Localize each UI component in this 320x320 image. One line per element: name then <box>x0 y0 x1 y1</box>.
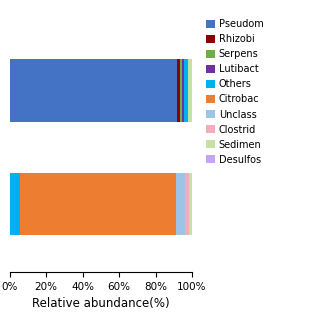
Bar <box>10 173 20 235</box>
Bar <box>182 59 184 122</box>
Bar <box>20 173 176 235</box>
Bar <box>188 59 192 122</box>
Bar <box>180 59 182 122</box>
Bar <box>10 59 177 122</box>
Legend: Pseudom, Rhizobi, Serpens, Lutibact, Others, Citrobac, Unclass, Clostrid, Sedime: Pseudom, Rhizobi, Serpens, Lutibact, Oth… <box>204 17 265 167</box>
Bar <box>184 59 188 122</box>
X-axis label: Relative abundance(%): Relative abundance(%) <box>32 297 170 310</box>
Bar <box>189 173 192 235</box>
Bar <box>185 173 189 235</box>
Bar <box>177 59 180 122</box>
Bar <box>176 173 185 235</box>
